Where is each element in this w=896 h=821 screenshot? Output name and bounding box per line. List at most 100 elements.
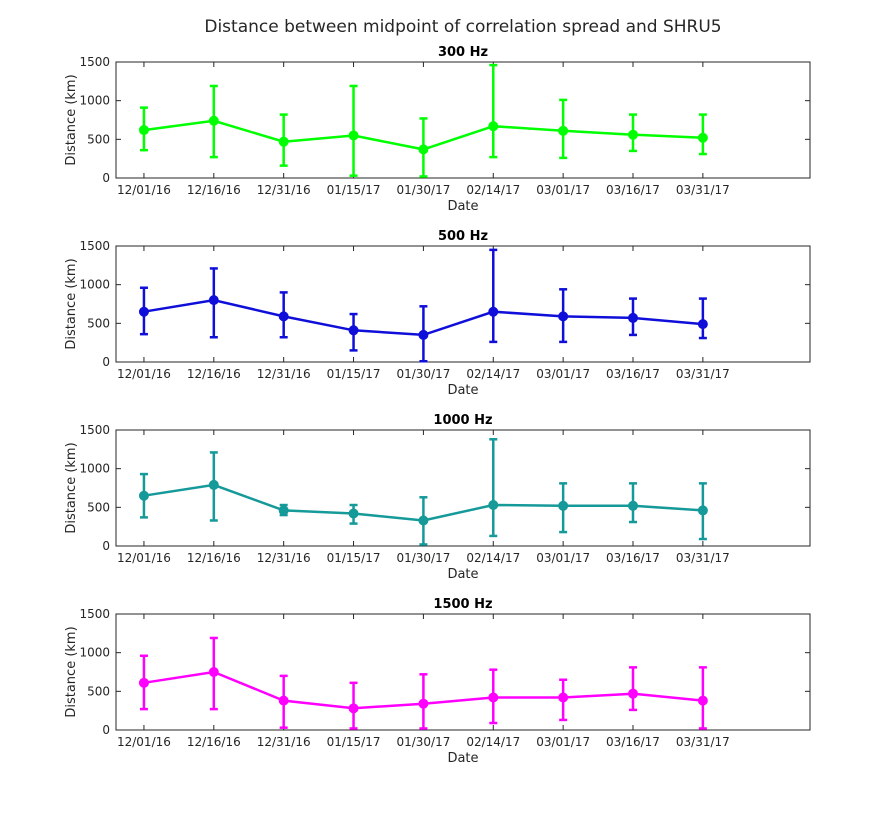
y-tick-label: 1000 xyxy=(79,462,110,476)
y-tick-label: 0 xyxy=(102,723,110,737)
axes-box xyxy=(115,613,811,731)
x-tick-label: 01/15/17 xyxy=(327,183,381,197)
data-point xyxy=(348,325,359,336)
data-point xyxy=(558,692,569,703)
y-tick-label: 1500 xyxy=(79,239,110,253)
y-axis-label: Distance (km) xyxy=(64,74,79,165)
chart-panel-2: 0 500 1000 1500 12/01/16 12/16/16 12/31/16 01/1… xyxy=(64,229,811,398)
x-tick-label: 12/01/16 xyxy=(117,367,171,381)
x-tick-label: 12/16/16 xyxy=(187,367,241,381)
data-point xyxy=(138,677,149,688)
x-tick-label: 12/16/16 xyxy=(187,735,241,749)
y-tick-label: 0 xyxy=(102,171,110,185)
x-tick-label: 02/14/17 xyxy=(466,183,520,197)
data-point xyxy=(418,698,429,709)
y-tick-label: 1500 xyxy=(79,55,110,69)
data-point xyxy=(208,295,219,306)
x-tick-label: 01/30/17 xyxy=(396,735,450,749)
data-point xyxy=(418,515,429,526)
data-point xyxy=(348,508,359,519)
panel-title: 1500 Hz xyxy=(433,597,492,612)
x-tick-label: 03/31/17 xyxy=(676,367,730,381)
x-axis-label: Date xyxy=(447,199,478,214)
error-bar xyxy=(489,248,498,344)
data-point xyxy=(558,311,569,322)
data-point xyxy=(418,144,429,155)
error-bar xyxy=(489,438,498,538)
x-tick-label: 01/15/17 xyxy=(327,735,381,749)
y-tick-label: 500 xyxy=(87,500,110,514)
data-point xyxy=(278,136,289,147)
data-point xyxy=(138,125,149,136)
panel-title: 1000 Hz xyxy=(433,413,492,428)
x-axis-label: Date xyxy=(447,567,478,582)
data-point xyxy=(697,695,708,706)
x-tick-label: 02/14/17 xyxy=(466,735,520,749)
chart-panel-1: 0 500 1000 1500 12/01/16 12/16/16 12/31/16 01/1… xyxy=(64,45,811,214)
data-point xyxy=(348,703,359,714)
chart-panel-4: 0 500 1000 1500 12/01/16 12/16/16 12/31/16 01/1… xyxy=(64,597,811,766)
x-tick-label: 12/31/16 xyxy=(257,735,311,749)
x-tick-label: 12/01/16 xyxy=(117,551,171,565)
x-tick-label: 03/01/17 xyxy=(536,735,590,749)
x-tick-label: 12/16/16 xyxy=(187,551,241,565)
data-point xyxy=(208,479,219,490)
error-bar xyxy=(629,666,638,712)
x-tick-label: 02/14/17 xyxy=(466,367,520,381)
data-point xyxy=(628,129,639,140)
x-tick-label: 12/01/16 xyxy=(117,735,171,749)
data-point xyxy=(697,505,708,516)
data-point xyxy=(208,115,219,126)
data-point xyxy=(697,132,708,143)
x-tick-label: 03/01/17 xyxy=(536,367,590,381)
x-tick-label: 03/01/17 xyxy=(536,183,590,197)
chart-panel-3: 0 500 1000 1500 12/01/16 12/16/16 12/31/16 01/1… xyxy=(64,413,811,582)
axes-box xyxy=(115,429,811,547)
data-point xyxy=(208,667,219,677)
y-axis-label: Distance (km) xyxy=(64,626,79,717)
x-tick-label: 12/31/16 xyxy=(257,551,311,565)
x-tick-label: 03/01/17 xyxy=(536,551,590,565)
data-point xyxy=(628,500,639,511)
x-tick-label: 02/14/17 xyxy=(466,551,520,565)
panel-title: 500 Hz xyxy=(438,229,488,244)
x-tick-label: 12/31/16 xyxy=(257,183,311,197)
x-tick-label: 12/31/16 xyxy=(257,367,311,381)
error-bar xyxy=(489,63,498,159)
x-tick-label: 01/15/17 xyxy=(327,367,381,381)
data-point xyxy=(418,329,429,340)
x-tick-label: 12/16/16 xyxy=(187,183,241,197)
x-tick-label: 03/16/17 xyxy=(606,551,660,565)
data-point xyxy=(488,692,499,703)
data-point xyxy=(138,306,149,317)
data-point xyxy=(278,311,289,322)
x-tick-label: 03/16/17 xyxy=(606,183,660,197)
y-tick-label: 0 xyxy=(102,355,110,369)
y-tick-label: 1000 xyxy=(79,94,110,108)
data-point xyxy=(488,500,499,511)
data-point xyxy=(278,695,289,706)
figure-title: Distance between midpoint of correlation… xyxy=(204,17,721,37)
y-tick-label: 500 xyxy=(87,132,110,146)
data-point xyxy=(697,319,708,330)
x-tick-label: 03/16/17 xyxy=(606,367,660,381)
data-point xyxy=(488,121,499,132)
axes-box xyxy=(115,245,811,363)
data-point xyxy=(348,130,359,141)
data-point xyxy=(138,490,149,501)
y-axis-label: Distance (km) xyxy=(64,442,79,533)
y-tick-label: 1000 xyxy=(79,278,110,292)
data-point xyxy=(558,125,569,136)
x-tick-label: 03/31/17 xyxy=(676,551,730,565)
x-tick-label: 01/30/17 xyxy=(396,551,450,565)
x-tick-label: 01/30/17 xyxy=(396,367,450,381)
data-point xyxy=(558,500,569,511)
x-tick-label: 03/16/17 xyxy=(606,735,660,749)
data-point xyxy=(488,306,499,317)
x-tick-label: 12/01/16 xyxy=(117,183,171,197)
panels: 0 500 1000 1500 12/01/16 12/16/16 12/31/16 01/1… xyxy=(64,45,811,766)
panel-title: 300 Hz xyxy=(438,45,488,60)
axes-box xyxy=(115,61,811,179)
y-tick-label: 1000 xyxy=(79,646,110,660)
